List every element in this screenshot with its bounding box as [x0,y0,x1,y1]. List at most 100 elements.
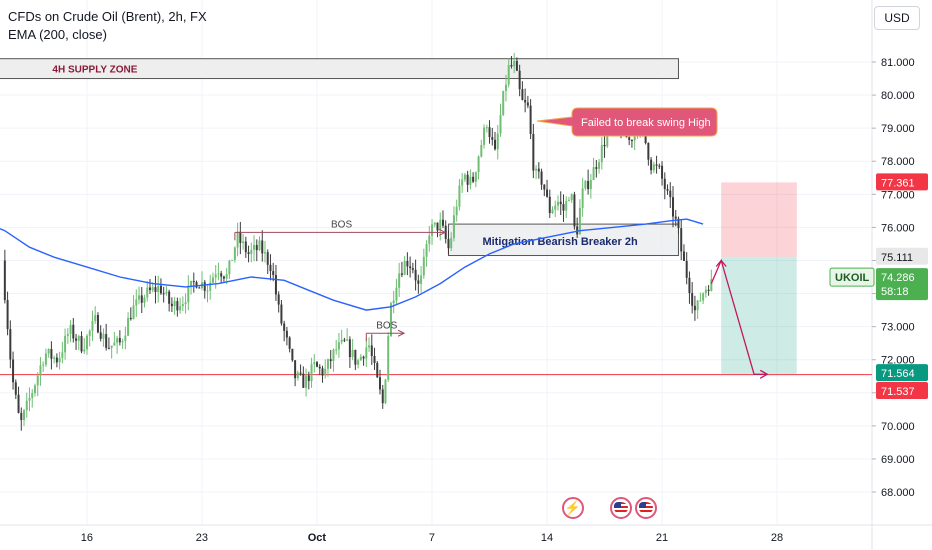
take-profit-zone [721,256,797,375]
candle-body [389,303,392,337]
candle-body [69,324,72,334]
candle-body [425,244,428,257]
candle-body [313,362,316,365]
candle-body [702,293,705,301]
lightning-event-icon[interactable]: ⚡ [562,497,584,519]
price-tick-label: 78.000 [881,156,915,168]
candle-body [562,204,565,211]
candle-body [628,137,631,141]
candle-body [220,273,223,277]
candle-body [483,127,486,146]
symbol-tag-text: UKOIL [835,272,870,284]
candle-body [666,189,669,191]
candle-body [94,315,97,321]
price-marker-text: 71.537 [881,386,915,398]
time-tick-label: 16 [81,532,93,544]
candle-body [504,84,507,92]
candle-body [693,305,696,311]
candle-body [436,222,439,231]
current-price-bg [876,268,928,301]
price-marker-bg [876,382,928,400]
candle-body [121,341,124,343]
candle-body [422,256,425,276]
candle-body [146,287,149,298]
candle-body [143,297,146,303]
candle-body [329,359,332,362]
candle-body [370,345,373,357]
candle-body [173,301,176,307]
candle-body [253,244,256,250]
candle-body [209,282,212,291]
price-tick-label: 69.000 [881,454,915,466]
currency-button[interactable]: USD [874,6,920,30]
candle-body [515,60,518,71]
candle-body [428,235,431,245]
us-flag-event-icon[interactable] [610,497,632,519]
time-tick-label: 28 [771,532,783,544]
candle-body [357,360,360,365]
candle-body [154,287,157,292]
candle-body [573,194,576,227]
candle-body [53,357,56,359]
candle-body [124,335,127,342]
candle-body [455,206,458,216]
candle-body [258,240,261,251]
candle-body [105,334,108,348]
candle-body [96,315,99,333]
candle-body [551,209,554,214]
time-tick-label: Oct [308,532,327,544]
candle-body [354,349,357,365]
candle-body [403,260,406,275]
callout-text: Failed to break swing High [581,117,711,129]
candle-body [584,180,587,189]
candle-body [400,273,403,275]
candle-body [244,241,247,253]
candle-body [203,282,206,291]
candle-body [677,218,680,229]
candle-body [395,287,398,301]
bos-label: BOS [376,320,397,331]
candle-body [600,144,603,163]
candle-body [261,240,264,254]
candle-body [118,338,121,343]
us-flag-event-icon[interactable] [635,497,657,519]
candle-body [359,356,362,361]
candle-body [696,300,699,311]
candle-body [75,338,78,341]
candle-body [321,368,324,376]
candle-body [332,349,335,362]
candle-body [680,228,683,252]
candle-body [433,222,436,225]
candle-body [384,379,387,404]
candle-body [409,266,412,269]
time-axis: 16 23 Oct 7 14 21 28 [81,532,783,544]
candle-body [494,139,497,150]
candle-body [151,287,154,291]
candle-body [461,179,464,186]
candle-body [255,244,258,251]
candle-body [699,300,702,302]
candle-body [417,280,420,284]
candle-body [55,357,58,363]
candle-body [324,368,327,376]
candle-body [447,239,450,249]
candle-body [239,231,242,243]
candle-body [540,171,543,185]
candle-body [236,231,239,248]
candle-body [348,339,351,358]
supply-zone-label: 4H SUPPLY ZONE [52,65,137,76]
candle-body [294,360,297,379]
candle-body [181,304,184,307]
candle-body [581,188,584,208]
candle-body [80,336,83,352]
price-tick-label: 72.000 [881,355,915,367]
ema-indicator-label[interactable]: EMA (200, close) [8,27,107,42]
price-marker-text: 77.361 [881,177,915,189]
candle-body [42,364,45,366]
candle-body [387,336,390,380]
candle-body [630,140,633,142]
candle-body [316,362,319,367]
candle-body [132,305,135,320]
candle-body [485,127,488,129]
